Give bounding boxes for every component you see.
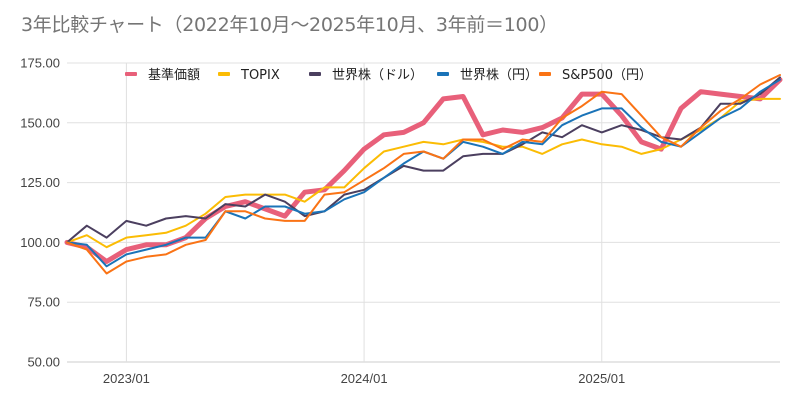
y-tick-label: 75.00 [27,295,60,310]
y-axis-ticks: 50.00 75.00 100.00 125.00 150.00 175.00 [20,56,60,370]
legend: 基準価額 TOPIX 世界株（ドル） 世界株（円） S&P500（円） [125,67,652,83]
y-tick-label: 50.00 [27,355,60,370]
y-tick-label: 100.00 [20,235,60,250]
legend-label: 基準価額 [148,67,200,83]
legend-item: 世界株（ドル） [309,68,423,83]
series-lines [64,74,783,275]
legend-item: 基準価額 [125,67,200,83]
legend-label: 世界株（ドル） [332,68,423,83]
x-tick-label: 2024/01 [341,371,388,386]
x-tick-label: 2023/01 [103,371,150,386]
legend-swatch [539,72,551,76]
x-axis-ticks: 2023/01 2024/01 2025/01 [103,371,625,386]
legend-item: 世界株（円） [437,68,538,83]
y-tick-label: 125.00 [20,175,60,190]
series-line [66,76,781,244]
legend-swatch [125,72,137,76]
y-tick-label: 150.00 [20,115,60,130]
legend-item: S&P500（円） [539,68,652,83]
series-3 [66,78,781,268]
legend-label: 世界株（円） [460,68,538,83]
legend-swatch [218,72,230,76]
x-tick-label: 2025/01 [578,371,625,386]
legend-swatch [309,72,321,76]
legend-label: TOPIX [240,68,280,83]
grid-lines [67,62,780,363]
chart-title: 3年比較チャート（2022年10月〜2025年10月、3年前＝100） [21,14,558,36]
legend-item: TOPIX [218,68,280,83]
legend-label: S&P500（円） [562,68,652,83]
series-2 [66,76,781,244]
legend-swatch [437,72,449,76]
y-tick-label: 175.00 [20,56,60,71]
series-4 [66,74,781,275]
series-line [66,78,781,268]
